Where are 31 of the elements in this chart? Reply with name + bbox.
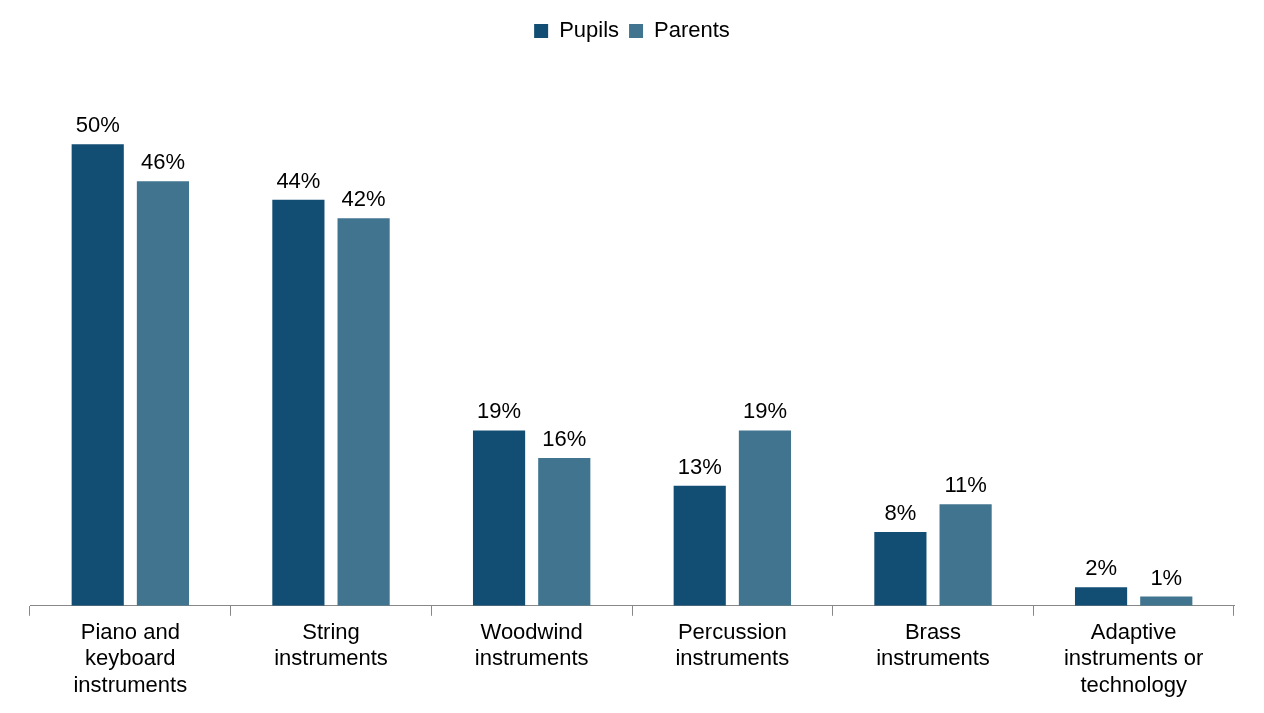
data-label: 8% — [884, 500, 917, 526]
bar — [939, 504, 992, 606]
bar — [71, 144, 124, 606]
bar — [538, 458, 591, 606]
bar — [472, 430, 526, 606]
bar — [136, 181, 190, 606]
data-label: 13% — [677, 453, 722, 479]
bar — [738, 430, 792, 606]
data-label: 2% — [1085, 555, 1117, 581]
data-label: 1% — [1150, 564, 1183, 590]
legend-label: Pupils — [559, 17, 620, 43]
data-label: 19% — [477, 398, 522, 424]
data-label: 50% — [75, 112, 120, 138]
data-label: 11% — [944, 472, 987, 498]
data-label: 16% — [542, 426, 587, 452]
x-tick-label: Percussion instruments — [675, 619, 790, 671]
data-label: 42% — [341, 186, 386, 212]
x-tick-label: Piano and keyboard instruments — [73, 619, 188, 697]
x-tick-label: Brass instruments — [876, 619, 990, 671]
bar — [673, 485, 726, 606]
data-label: 44% — [276, 167, 321, 193]
x-tick-label: Woodwind instruments — [474, 619, 589, 671]
bar — [874, 531, 927, 606]
x-tick-label: String instruments — [274, 619, 388, 671]
bar — [337, 218, 390, 606]
data-label: 46% — [140, 149, 185, 175]
data-label: 19% — [742, 398, 787, 424]
bar — [272, 199, 325, 606]
legend-label: Parents — [654, 17, 730, 43]
x-tick-label: Adaptive instruments or technology — [1063, 619, 1204, 697]
bar — [1074, 587, 1128, 606]
